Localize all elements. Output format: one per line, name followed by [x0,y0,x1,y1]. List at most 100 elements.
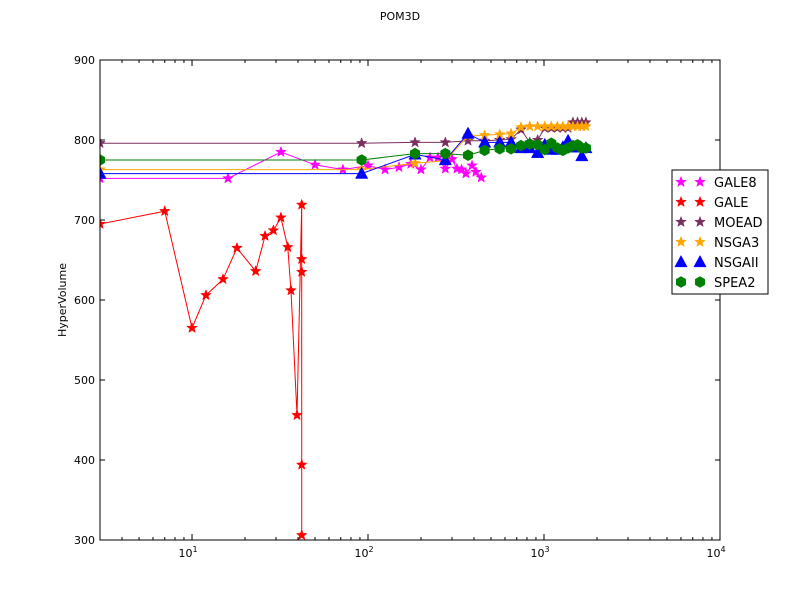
legend-marker [693,254,707,268]
data-point [466,159,478,171]
y-tick-label: 300 [74,534,95,547]
data-point [439,162,452,174]
data-point [494,143,505,155]
data-point [217,272,229,285]
data-point [100,217,106,230]
legend-marker [694,175,706,188]
legend-marker [674,254,688,268]
legend-box [671,169,769,295]
legend-label: NSGAII [714,256,759,271]
data-point [295,458,308,470]
y-tick-label: 600 [74,294,95,307]
data-point [249,264,262,277]
data-point [409,136,421,148]
data-point [285,284,297,296]
legend-entry-gale8: GALE8 [675,175,757,191]
data-point [575,148,589,162]
legend-label: NSGA3 [714,236,759,251]
data-point [200,288,212,301]
data-point [415,163,427,175]
data-point [355,166,369,179]
data-point [100,154,106,166]
legend-entry-gale: GALE [675,195,748,211]
data-point [355,136,368,149]
data-point [515,139,527,152]
data-point [580,142,591,154]
data-point [295,265,308,278]
data-point [295,252,308,265]
data-point [100,166,107,179]
y-tick-label: 900 [74,54,95,67]
plot-frame [99,59,721,541]
data-point [579,120,592,132]
axes-layer: 300 400 500 600 700 800 900 101 102 103 104 [74,54,726,560]
data-point [295,198,308,210]
data-point [463,149,474,161]
data-point [222,172,234,184]
legend-marker [675,175,687,188]
y-tick-label: 500 [74,374,95,387]
legend-entry-nsgaii: NSGAII [674,254,759,271]
series-spea2 [100,137,591,166]
data-point [439,136,452,148]
data-point [379,163,391,175]
legend-marker [694,215,706,228]
data-point [479,144,490,157]
data-point [356,154,367,166]
data-point [158,204,171,217]
data-point [259,229,271,242]
x-tick-label: 101 [178,545,197,560]
data-point [475,171,488,183]
legend-marker [675,235,687,248]
y-tick-label: 800 [74,134,95,147]
legend-marker [675,276,687,288]
data-point [186,321,198,334]
x-tick-label: 104 [706,545,725,560]
legend-entry-moead: MOEAD [675,215,763,231]
legend-marker [694,235,706,248]
x-tick-label: 102 [354,545,373,560]
data-point [231,241,243,254]
data-point [275,145,287,158]
data-point [440,147,451,160]
data-point [393,160,405,173]
data-point [309,158,321,170]
series-gale8 [100,145,488,184]
data-point [281,240,294,253]
legend: GALE8 GALE MOEAD NSGA3 NSGAII SPEA2 [671,169,769,295]
data-point [409,156,421,169]
data-point [410,147,421,160]
legend-marker [675,195,687,208]
data-point [100,136,106,149]
legend-entry-nsga3: NSGA3 [675,235,759,251]
data-point [462,134,474,146]
x-tick-label: 103 [530,545,549,560]
y-tick-label: 400 [74,454,95,467]
legend-label: GALE8 [714,176,757,191]
legend-label: MOEAD [714,216,763,231]
legend-label: GALE [714,196,748,211]
legend-marker [694,276,706,288]
data-point [267,224,280,236]
legend-entry-spea2: SPEA2 [675,276,755,291]
data-point [460,167,472,179]
chart-title: POM3D [380,10,420,23]
data-point [461,126,475,139]
data-point [469,165,482,178]
data-point [506,143,517,155]
legend-label: SPEA2 [714,276,755,291]
data-point [295,528,308,540]
data-point [515,120,527,133]
y-tick-label: 700 [74,214,95,227]
data-point [275,211,287,223]
legend-marker [675,215,687,228]
data-point [291,408,303,421]
series-gale [100,198,308,540]
series-layer [100,116,593,540]
data-point [337,163,349,175]
data-point [523,120,536,132]
series-line-gale [100,204,303,536]
legend-marker [694,195,706,208]
y-axis-label: HyperVolume [56,263,69,337]
